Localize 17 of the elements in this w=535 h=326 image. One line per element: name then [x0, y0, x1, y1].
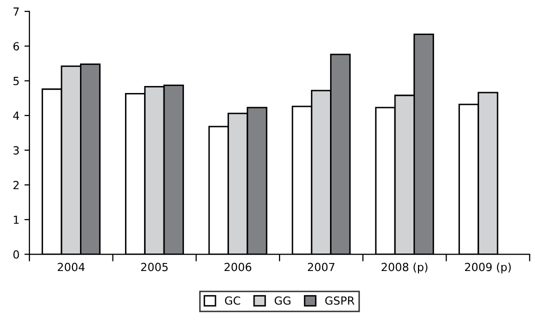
x-tick-label: 2004	[58, 262, 85, 272]
y-tick-label: 0	[13, 250, 19, 259]
y-tick-label: 4	[13, 112, 20, 120]
y-tick-label: 6	[13, 42, 20, 50]
x-tick-label: 2009 (p)	[465, 262, 511, 274]
legend-label: GC	[224, 296, 240, 305]
x-tick-label: 2005	[141, 262, 168, 272]
y-tick-label: 7	[14, 8, 19, 16]
x-tick-label: 2006	[224, 262, 252, 272]
y-tick-label: 1	[14, 216, 19, 224]
y-tick-label: 5	[13, 76, 19, 86]
x-tick-label: 2008 (p)	[382, 262, 428, 274]
x-tick-label: 2007	[308, 262, 334, 272]
y-tick-label: 2	[13, 180, 19, 190]
y-tick-label: 3	[13, 146, 19, 155]
legend-label: GSPR	[325, 296, 354, 305]
legend-label: GG	[274, 296, 290, 305]
